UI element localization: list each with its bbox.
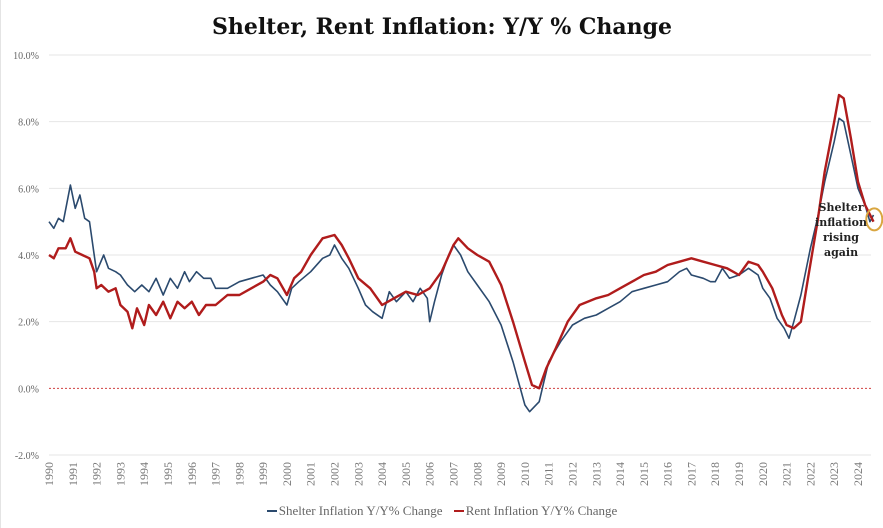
legend-label-shelter: Shelter Inflation Y/Y% Change bbox=[278, 503, 443, 518]
y-tick-label: 10.0% bbox=[13, 51, 39, 62]
x-tick-label: 2004 bbox=[375, 462, 389, 486]
x-tick-label: 2008 bbox=[470, 462, 484, 486]
y-tick-label: -2.0% bbox=[15, 451, 39, 462]
series-line-shelter bbox=[48, 117, 875, 413]
x-tick-label: 2022 bbox=[803, 462, 817, 486]
x-tick-label: 2017 bbox=[684, 462, 698, 486]
x-tick-label: 2003 bbox=[351, 462, 365, 486]
annotation-text: again bbox=[824, 246, 858, 259]
x-tick-label: 1992 bbox=[90, 462, 104, 486]
x-tick-label: 2002 bbox=[328, 462, 342, 486]
y-tick-label: 2.0% bbox=[18, 318, 39, 329]
y-tick-label: 0.0% bbox=[18, 384, 39, 395]
x-tick-label: 2012 bbox=[565, 462, 579, 486]
x-tick-label: 1998 bbox=[232, 462, 246, 486]
x-tick-label: 2021 bbox=[780, 462, 794, 486]
x-tick-label: 1999 bbox=[256, 462, 270, 486]
x-tick-label: 1993 bbox=[113, 462, 127, 486]
x-tick-label: 1990 bbox=[42, 462, 56, 486]
x-tick-label: 1994 bbox=[137, 462, 151, 486]
x-tick-label: 2001 bbox=[304, 462, 318, 486]
x-tick-label: 2014 bbox=[613, 462, 627, 486]
x-tick-label: 2010 bbox=[518, 462, 532, 486]
y-tick-label: 4.0% bbox=[18, 251, 39, 262]
x-tick-label: 2011 bbox=[542, 462, 556, 486]
legend-swatch-rent bbox=[453, 510, 464, 512]
chart-title: Shelter, Rent Inflation: Y/Y % Change bbox=[211, 14, 673, 40]
y-tick-label: 8.0% bbox=[18, 118, 39, 129]
x-tick-label: 2007 bbox=[447, 462, 461, 486]
legend-swatch-shelter bbox=[266, 510, 277, 512]
x-tick-label: 2015 bbox=[637, 462, 651, 486]
annotation-circle bbox=[865, 207, 883, 232]
x-tick-label: 2020 bbox=[756, 462, 770, 486]
x-tick-label: 1995 bbox=[161, 462, 175, 486]
x-tick-label: 2019 bbox=[732, 462, 746, 486]
x-tick-label: 1997 bbox=[209, 462, 223, 486]
x-tick-label: 2018 bbox=[708, 462, 722, 486]
x-tick-label: 2006 bbox=[423, 462, 437, 486]
x-tick-label: 2024 bbox=[851, 462, 865, 486]
x-tick-label: 2000 bbox=[280, 462, 294, 486]
x-tick-label: 2009 bbox=[494, 462, 508, 486]
y-tick-label: 6.0% bbox=[18, 184, 39, 195]
annotation-text: inflation bbox=[815, 216, 867, 229]
x-tick-label: 2013 bbox=[589, 462, 603, 486]
legend: Shelter Inflation Y/Y% Change Rent Infla… bbox=[1, 500, 883, 519]
series-line-rent bbox=[48, 93, 875, 390]
x-tick-label: 2023 bbox=[827, 462, 841, 486]
legend-item-rent: Rent Inflation Y/Y% Change bbox=[453, 503, 618, 519]
legend-label-rent: Rent Inflation Y/Y% Change bbox=[465, 503, 618, 518]
annotation-text: Shelter bbox=[819, 201, 864, 214]
x-tick-label: 1991 bbox=[66, 462, 80, 486]
annotation-text: rising bbox=[823, 231, 859, 244]
x-tick-label: 2005 bbox=[399, 462, 413, 486]
x-tick-label: 1996 bbox=[185, 462, 199, 486]
x-tick-label: 2016 bbox=[661, 462, 675, 486]
legend-item-shelter: Shelter Inflation Y/Y% Change bbox=[266, 503, 443, 519]
